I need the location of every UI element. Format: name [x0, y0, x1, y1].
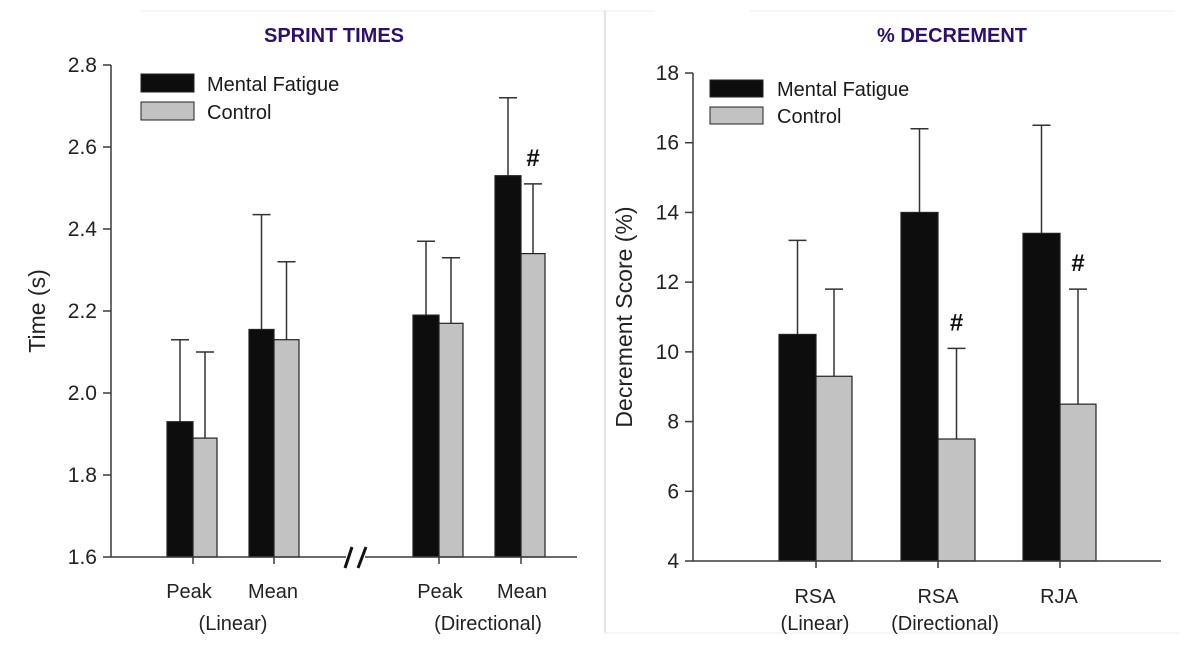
bars: # — [166, 97, 546, 558]
legend-label: Control — [777, 106, 841, 128]
y-axis: 4 6 8 10 12 14 16 18 — [656, 62, 694, 573]
bar-mental-fatigue — [1022, 232, 1061, 562]
category-sublabel: (Directional) — [891, 613, 999, 635]
category-label: Peak — [417, 581, 464, 603]
legend-swatch-mental-fatigue — [709, 79, 764, 98]
bar-mental-fatigue — [900, 211, 939, 562]
bar-control — [192, 437, 218, 558]
category-label: Mean — [248, 581, 298, 603]
bar-mental-fatigue — [778, 333, 817, 562]
legend-label: Mental Fatigue — [207, 74, 339, 96]
y-tick-label: 2.0 — [68, 382, 97, 405]
x-axis — [693, 560, 1161, 568]
legend: Mental Fatigue Control — [709, 79, 909, 128]
bar-control — [815, 375, 853, 562]
y-tick-label: 16 — [656, 132, 679, 155]
chart-title: SPRINT TIMES — [264, 25, 404, 47]
category-sublabel: (Linear) — [781, 613, 850, 635]
y-tick-label: 2.6 — [68, 136, 97, 159]
legend-swatch-mental-fatigue — [140, 73, 195, 93]
legend-swatch-control — [140, 101, 195, 121]
group-label: (Linear) — [199, 613, 268, 635]
category-label: Peak — [166, 581, 213, 603]
decrement-chart: % DECREMENT 4 6 8 10 12 14 16 18 Decrement Scor… — [611, 25, 1161, 635]
bar-mental-fatigue — [166, 421, 194, 558]
legend-label: Control — [207, 102, 271, 124]
bar-control — [438, 322, 464, 558]
y-tick-label: 4 — [667, 550, 679, 573]
significance-marker: # — [526, 145, 539, 172]
category-label: RSA — [794, 586, 836, 608]
chart-title: % DECREMENT — [877, 25, 1027, 47]
axis-break-mark — [356, 546, 368, 569]
bars: ## — [778, 124, 1097, 562]
axis-break-mark — [343, 546, 354, 569]
bar-control — [937, 438, 976, 562]
legend: Mental Fatigue Control — [140, 73, 339, 124]
category-label: Mean — [497, 581, 547, 603]
y-tick-label: 6 — [667, 480, 679, 503]
category-label: RSA — [917, 586, 959, 608]
y-axis-title: Decrement Score (%) — [611, 206, 637, 427]
y-tick-label: 8 — [667, 411, 679, 434]
axis-break — [343, 546, 368, 569]
sprint-times-chart: SPRINT TIMES 1.6 1.8 2.0 2.2 2.4 2.6 2.8 Time … — [24, 25, 577, 635]
significance-marker: # — [1071, 250, 1084, 277]
group-label: (Directional) — [434, 613, 542, 635]
y-tick-label: 2.4 — [68, 218, 98, 241]
x-axis — [111, 556, 577, 564]
y-tick-label: 2.8 — [68, 54, 97, 77]
y-tick-label: 2.2 — [68, 300, 97, 323]
bar-control — [273, 339, 300, 558]
significance-marker: # — [950, 309, 963, 336]
legend-label: Mental Fatigue — [777, 79, 909, 101]
y-axis-title: Time (s) — [24, 269, 50, 352]
bar-mental-fatigue — [248, 328, 275, 558]
bar-control — [520, 253, 546, 558]
y-axis: 1.6 1.8 2.0 2.2 2.4 2.6 2.8 — [68, 54, 112, 569]
y-tick-label: 14 — [656, 201, 680, 224]
y-tick-label: 12 — [656, 271, 679, 294]
bar-mental-fatigue — [494, 175, 522, 558]
y-tick-label: 10 — [656, 341, 679, 364]
y-tick-label: 1.6 — [68, 546, 97, 569]
bar-mental-fatigue — [412, 314, 440, 558]
y-tick-label: 18 — [656, 62, 679, 85]
y-tick-label: 1.8 — [68, 464, 97, 487]
category-label: RJA — [1040, 586, 1078, 608]
bar-control — [1059, 403, 1097, 562]
legend-swatch-control — [709, 106, 764, 125]
